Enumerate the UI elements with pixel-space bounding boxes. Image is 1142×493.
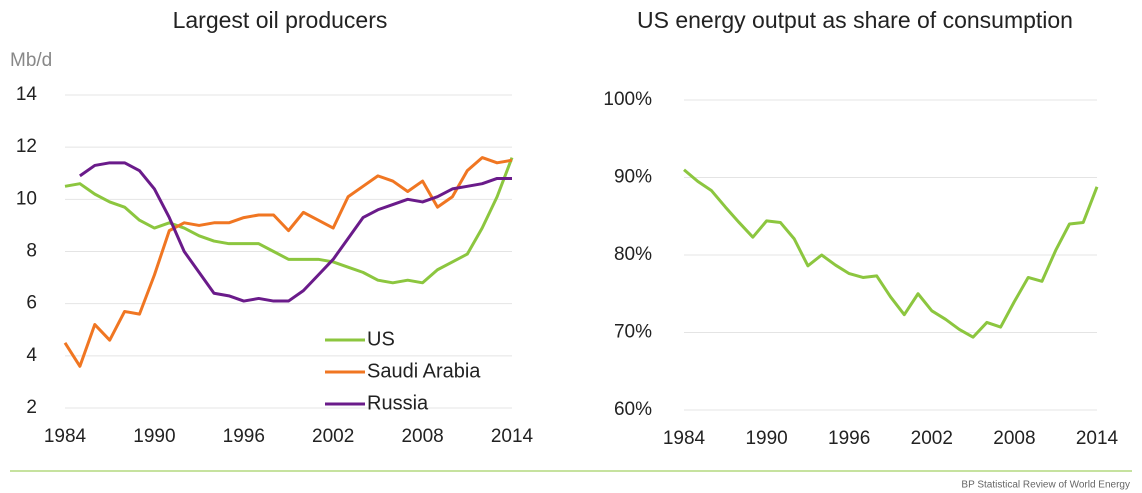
x-tick-label: 2014 xyxy=(491,426,534,447)
source: BP Statistical Review of World Energy xyxy=(961,480,1130,491)
y-tick-label: 2 xyxy=(26,397,37,418)
x-tick-label: 2002 xyxy=(312,426,354,447)
line xyxy=(683,168,1099,339)
y-tick-label: 4 xyxy=(26,345,37,366)
line xyxy=(64,157,514,285)
x-tick-label: 2008 xyxy=(993,428,1035,449)
x-tick-label: 1984 xyxy=(44,426,87,447)
x-tick-label: 2008 xyxy=(401,426,443,447)
chart-title: US energy output as share of consumption xyxy=(637,7,1073,33)
x-tick-label: 1984 xyxy=(663,428,706,449)
y-tick-label: 70% xyxy=(614,322,652,343)
x-tick-label: 2014 xyxy=(1076,428,1119,449)
legend-label: US xyxy=(367,328,395,350)
y-tick-label: 10 xyxy=(16,188,37,209)
x-tick-label: 1990 xyxy=(133,426,175,447)
x-tick-label: 1996 xyxy=(828,428,870,449)
y-tick-label: 12 xyxy=(16,136,37,157)
line xyxy=(63,156,513,368)
chart-title: Largest oil producers xyxy=(173,7,388,33)
legend-label: Saudi Arabia xyxy=(367,360,481,382)
legend-label: Russia xyxy=(367,392,429,414)
x-tick-label: 1996 xyxy=(223,426,265,447)
x-tick-label: 1990 xyxy=(745,428,787,449)
y-axis-label: Mb/d xyxy=(10,50,52,71)
x-tick-label: 2002 xyxy=(911,428,953,449)
line xyxy=(79,161,512,303)
y-tick-label: 80% xyxy=(614,244,652,265)
y-tick-label: 14 xyxy=(16,84,38,105)
y-tick-label: 6 xyxy=(26,293,37,314)
y-tick-label: 60% xyxy=(614,399,652,420)
y-tick-label: 90% xyxy=(614,167,652,188)
y-tick-label: 100% xyxy=(603,89,652,110)
y-tick-label: 8 xyxy=(26,241,37,262)
